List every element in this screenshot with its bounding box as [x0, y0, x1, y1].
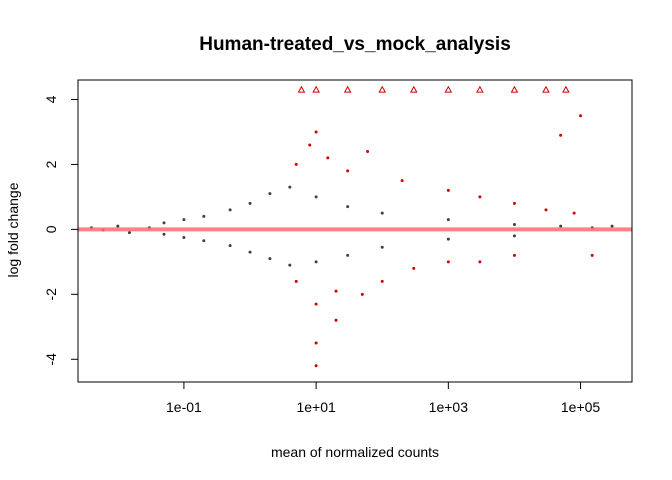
data-point — [346, 205, 350, 209]
data-point — [202, 214, 206, 218]
data-point — [366, 149, 370, 153]
data-point — [228, 208, 232, 212]
data-point — [512, 223, 516, 227]
data-point-triangle — [409, 85, 418, 93]
data-point — [512, 201, 516, 205]
data-point — [314, 341, 318, 345]
points-layer — [89, 85, 614, 368]
data-point-triangle — [542, 85, 550, 93]
data-point — [478, 260, 482, 264]
data-point — [268, 257, 272, 261]
data-point — [268, 192, 272, 196]
data-point — [579, 114, 583, 118]
data-point — [512, 253, 516, 257]
data-point — [162, 232, 166, 236]
data-point-triangle — [343, 85, 352, 93]
y-tick-label: 4 — [43, 95, 59, 103]
data-point — [314, 195, 318, 199]
data-point — [544, 208, 548, 212]
y-tick-label: -4 — [43, 353, 59, 366]
data-point — [559, 224, 563, 228]
data-point — [314, 302, 318, 306]
data-point-triangle — [562, 85, 570, 93]
data-point — [360, 292, 364, 296]
data-point — [202, 239, 206, 243]
data-point — [162, 221, 166, 225]
data-point — [412, 266, 416, 270]
data-point — [334, 289, 338, 293]
data-point — [446, 237, 450, 241]
x-tick-label: 1e+03 — [429, 399, 469, 415]
y-tick-label: -2 — [43, 288, 59, 301]
data-point — [314, 364, 318, 368]
data-point — [314, 130, 318, 134]
data-point — [610, 224, 614, 228]
data-point — [572, 211, 576, 215]
data-point — [446, 188, 450, 192]
y-tick-label: 0 — [43, 225, 59, 233]
data-point — [380, 279, 384, 283]
data-point — [478, 195, 482, 199]
data-point — [294, 162, 298, 166]
data-point — [182, 235, 186, 239]
data-point — [590, 253, 594, 257]
y-axis-label: log fold change — [5, 182, 21, 277]
x-tick-label: 1e-01 — [166, 399, 202, 415]
data-point — [228, 244, 232, 248]
data-point — [346, 253, 350, 257]
data-point — [248, 201, 252, 205]
data-point — [127, 231, 131, 235]
data-point — [248, 250, 252, 254]
data-point — [559, 133, 563, 137]
data-point — [308, 143, 312, 147]
data-point — [288, 263, 292, 267]
data-point — [446, 218, 450, 222]
data-point-triangle — [510, 85, 519, 93]
data-point — [334, 318, 338, 322]
data-point — [380, 245, 384, 249]
x-axis-label: mean of normalized counts — [271, 444, 439, 460]
chart-title: Human-treated_vs_mock_analysis — [199, 34, 511, 55]
data-point-triangle — [378, 85, 387, 93]
x-tick-label: 1e+01 — [296, 399, 336, 415]
y-tick-label: 2 — [43, 160, 59, 168]
data-point — [380, 211, 384, 215]
y-axis: -4 -2 0 2 4 — [43, 95, 79, 366]
data-point-triangle — [476, 85, 484, 93]
data-point-triangle — [312, 85, 320, 93]
data-point — [314, 260, 318, 264]
x-axis: 1e-01 1e+01 1e+03 1e+05 — [166, 381, 601, 415]
data-point-triangle — [444, 85, 453, 93]
data-point — [288, 185, 292, 189]
x-tick-label: 1e+05 — [561, 399, 601, 415]
data-point — [512, 234, 516, 238]
data-point-triangle — [297, 85, 306, 93]
data-point — [182, 218, 186, 222]
data-point — [446, 260, 450, 264]
data-point — [400, 179, 404, 183]
data-point — [346, 169, 350, 173]
data-point — [326, 156, 330, 160]
data-point — [294, 279, 298, 283]
data-point — [116, 224, 120, 228]
